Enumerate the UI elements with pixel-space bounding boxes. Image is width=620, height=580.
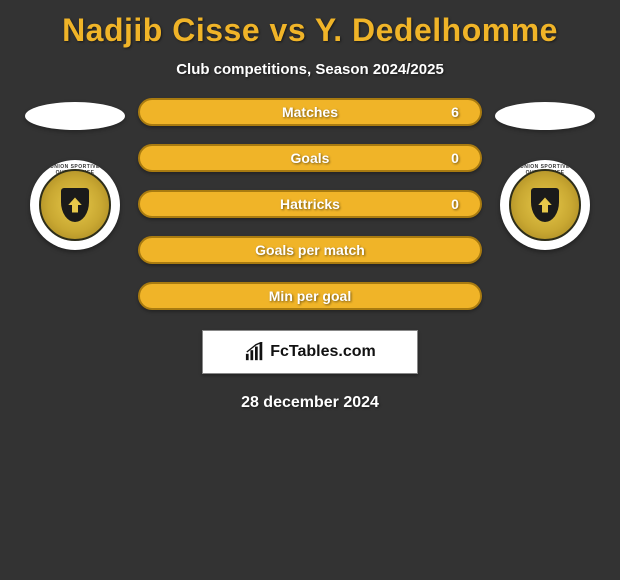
stat-row-matches: Matches 6 (138, 98, 482, 126)
stat-row-hattricks: Hattricks 0 (138, 190, 482, 218)
stat-label: Matches (190, 104, 430, 120)
left-flag-icon (25, 102, 125, 130)
stat-right: 6 (430, 104, 480, 120)
brand-text: FcTables.com (270, 343, 376, 361)
stat-row-gpm: Goals per match (138, 236, 482, 264)
stat-row-mpg: Min per goal (138, 282, 482, 310)
stat-label: Hattricks (190, 196, 430, 212)
right-club-badge: UNION SPORTIVE QUEVILLAISE (500, 160, 590, 250)
right-player-col: UNION SPORTIVE QUEVILLAISE (490, 98, 600, 250)
subtitle: Club competitions, Season 2024/2025 (10, 57, 610, 98)
comparison-area: UNION SPORTIVE QUEVILLAISE Matches 6 Goa… (10, 98, 610, 310)
stat-right: 0 (430, 150, 480, 166)
stat-right: 0 (430, 196, 480, 212)
chart-icon (244, 342, 266, 362)
stats-column: Matches 6 Goals 0 Hattricks 0 Goals per … (130, 98, 490, 310)
stat-label: Goals per match (190, 242, 430, 258)
date-text: 28 december 2024 (10, 394, 610, 412)
stat-label: Min per goal (190, 288, 430, 304)
shield-icon (61, 188, 89, 222)
brand-link[interactable]: FcTables.com (202, 330, 418, 374)
left-club-badge: UNION SPORTIVE QUEVILLAISE (30, 160, 120, 250)
stat-label: Goals (190, 150, 430, 166)
left-player-col: UNION SPORTIVE QUEVILLAISE (20, 98, 130, 250)
page-title: Nadjib Cisse vs Y. Dedelhomme (10, 0, 610, 57)
shield-icon (531, 188, 559, 222)
badge-inner (39, 169, 111, 241)
right-flag-icon (495, 102, 595, 130)
stat-row-goals: Goals 0 (138, 144, 482, 172)
badge-inner (509, 169, 581, 241)
